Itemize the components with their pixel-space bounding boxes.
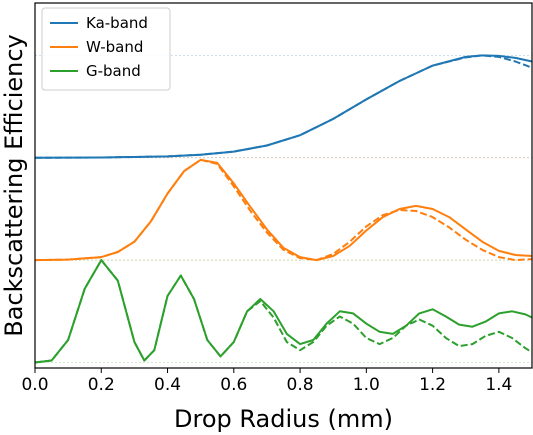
x-tick-label: 1.2 xyxy=(419,375,446,395)
series-line xyxy=(34,259,533,364)
reference-lines xyxy=(35,54,532,363)
x-axis-ticks: 0.0 0.2 0.4 0.6 0.8 1.0 1.2 1.4 xyxy=(21,368,512,395)
x-tick-label: 0.8 xyxy=(287,375,314,395)
x-tick-label: 1.4 xyxy=(485,375,512,395)
legend-label: Ka-band xyxy=(86,14,148,32)
x-axis-label: Drop Radius (mm) xyxy=(174,405,393,433)
x-tick-label: 0.4 xyxy=(154,375,181,395)
legend-label: W-band xyxy=(86,38,143,56)
x-tick-label: 1.0 xyxy=(353,375,380,395)
legend-label: G-band xyxy=(86,62,141,80)
axes-frame xyxy=(34,2,533,369)
x-tick-label: 0.0 xyxy=(21,375,48,395)
legend-box xyxy=(41,7,171,91)
plot-series xyxy=(34,54,533,364)
series-line xyxy=(34,158,533,262)
x-tick-label: 0.2 xyxy=(88,375,115,395)
x-tick-label: 0.6 xyxy=(220,375,247,395)
series-line xyxy=(34,54,533,159)
y-axis-label: Backscattering Efficiency xyxy=(0,34,28,336)
legend: Ka-band W-band G-band xyxy=(41,7,171,91)
